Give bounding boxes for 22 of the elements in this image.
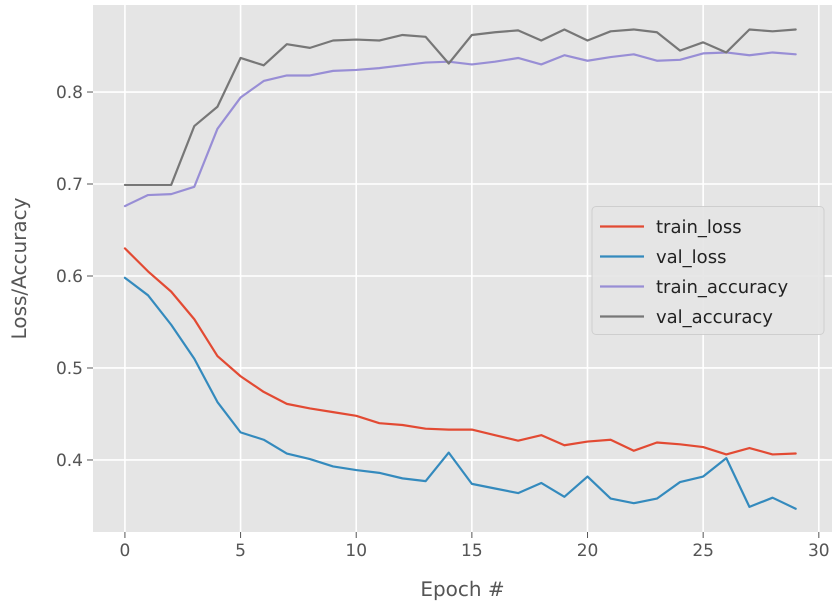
legend-label: train_accuracy [656, 276, 788, 298]
legend-label: train_loss [656, 216, 742, 238]
x-tick-label: 30 [808, 541, 830, 561]
x-tick-label: 20 [576, 541, 598, 561]
legend-label: val_accuracy [656, 306, 774, 328]
y-tick-label: 0.7 [56, 174, 83, 195]
y-tick-label: 0.6 [56, 266, 83, 287]
x-tick-label: 10 [345, 541, 368, 561]
y-axis-title: Loss/Accuracy [7, 197, 31, 340]
y-tick-label: 0.8 [56, 82, 83, 103]
x-axis-title: Epoch # [420, 577, 505, 601]
legend-label: val_loss [656, 246, 726, 268]
x-tick-label: 5 [235, 541, 246, 561]
line-series [124, 276, 797, 510]
x-tick-label: 0 [120, 541, 130, 561]
x-tick-label: 15 [461, 541, 483, 561]
line-series [124, 28, 797, 186]
y-tick-label: 0.5 [56, 358, 83, 379]
y-tick-label: 0.4 [56, 450, 83, 471]
x-tick-label: 25 [692, 541, 714, 561]
line-series [124, 247, 797, 456]
line-series [124, 51, 797, 208]
